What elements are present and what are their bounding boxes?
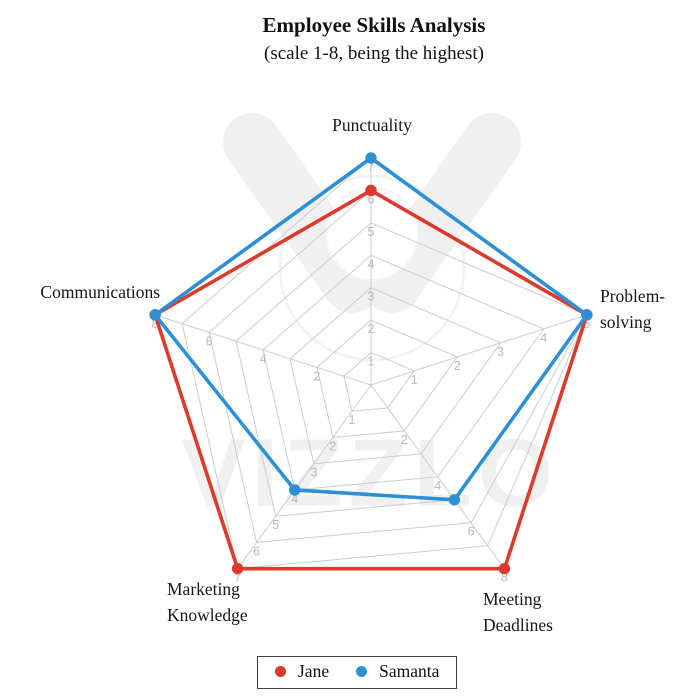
tick-label: 5 bbox=[272, 518, 279, 532]
tick-label: 2 bbox=[401, 433, 408, 447]
tick-label: 2 bbox=[454, 359, 461, 373]
tick-label: 3 bbox=[368, 290, 375, 304]
legend-dot-samanta bbox=[356, 666, 368, 677]
legend-item-jane: Jane bbox=[275, 661, 329, 682]
tick-label: 4 bbox=[368, 257, 375, 271]
data-point-samanta bbox=[448, 494, 461, 506]
data-point-samanta bbox=[289, 484, 301, 496]
tick-label: 5 bbox=[368, 225, 375, 239]
axis-label-marketing-knowledge: Marketing Knowledge bbox=[167, 579, 248, 626]
tick-label: 1 bbox=[411, 373, 418, 387]
tick-label: 1 bbox=[368, 355, 375, 369]
tick-label: 3 bbox=[310, 466, 317, 480]
tick-label: 2 bbox=[329, 439, 336, 453]
tick-label: 8 bbox=[152, 317, 159, 331]
watermark: VIZZLO bbox=[181, 113, 558, 526]
tick-label: 4 bbox=[434, 479, 441, 493]
tick-label: 7 bbox=[234, 571, 241, 585]
axis-label-problem-solving: Problem- solving bbox=[600, 286, 666, 333]
tick-label: 4 bbox=[291, 492, 298, 506]
tick-label: 6 bbox=[468, 525, 475, 539]
axis-label-communications: Communications bbox=[40, 282, 160, 302]
axis-label-meeting-deadlines: Meeting Deadlines bbox=[483, 589, 553, 636]
data-point-samanta bbox=[581, 309, 593, 321]
chart-subtitle: (scale 1-8, being the highest) bbox=[263, 43, 485, 64]
chart-title: Employee Skills Analysis bbox=[262, 13, 486, 37]
tick-label: 2 bbox=[368, 322, 375, 336]
legend-item-samanta: Samanta bbox=[356, 661, 439, 682]
data-point-samanta bbox=[365, 152, 377, 164]
data-point-samanta bbox=[149, 309, 161, 321]
tick-label: 4 bbox=[260, 352, 267, 366]
tick-label: 3 bbox=[497, 345, 504, 359]
tick-label: 6 bbox=[253, 544, 260, 558]
tick-label: 7 bbox=[368, 160, 375, 174]
tick-label: 6 bbox=[368, 192, 375, 206]
axis-label-punctuality: Punctuality bbox=[332, 115, 412, 135]
series-line-jane bbox=[153, 188, 589, 571]
tick-label: 6 bbox=[206, 334, 213, 348]
legend-label-jane: Jane bbox=[298, 661, 330, 681]
legend-dot-jane bbox=[275, 666, 286, 677]
watermark-text: VIZZLO bbox=[181, 419, 558, 526]
series-samanta bbox=[149, 152, 593, 506]
data-point-jane bbox=[498, 562, 511, 575]
series-line-samanta bbox=[153, 156, 589, 502]
tick-label: 2 bbox=[314, 369, 321, 383]
tick-label: 4 bbox=[540, 331, 547, 345]
legend-label-samanta: Samanta bbox=[379, 661, 440, 681]
legend: Jane Samanta bbox=[257, 656, 458, 689]
data-point-jane bbox=[365, 184, 377, 197]
data-point-jane bbox=[231, 562, 244, 575]
tick-label: 5 bbox=[583, 317, 590, 331]
tick-label: 1 bbox=[348, 413, 355, 427]
tick-label: 8 bbox=[501, 571, 508, 585]
